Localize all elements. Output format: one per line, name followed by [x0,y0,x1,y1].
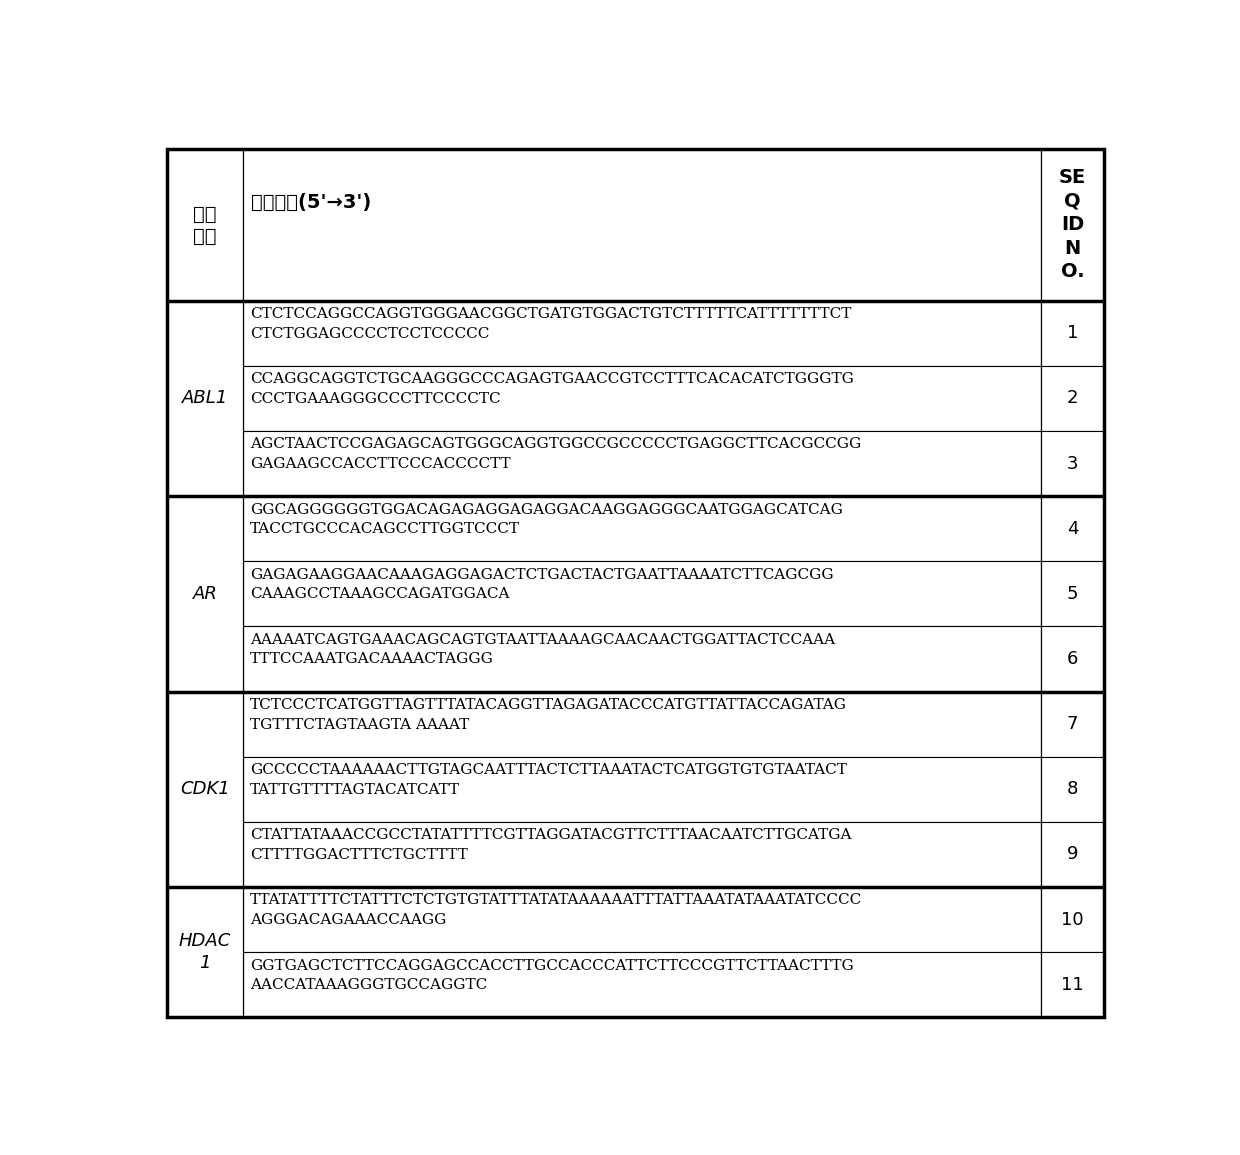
Text: 基因
名称: 基因 名称 [193,204,217,246]
Bar [243,757,1040,822]
Text: 3: 3 [1066,455,1079,472]
Bar [1040,149,1105,300]
Bar [243,887,1040,952]
Text: HDAC
1: HDAC 1 [179,932,231,973]
Bar [243,561,1040,626]
Text: AR: AR [192,584,217,603]
Bar [243,692,1040,757]
Bar [166,887,243,1018]
Text: GAGAGAAGGAACAAAGAGGAGACTCTGACTACTGAATTAAAATCTTCAGCGG
CAAAGCCTAAAGCCAGATGGACA: GAGAGAAGGAACAAAGAGGAGACTCTGACTACTGAATTAA… [250,568,833,602]
Bar [243,300,1040,366]
Bar [243,431,1040,497]
Text: 5: 5 [1066,584,1079,603]
Bar [1040,822,1105,887]
Bar [243,149,1040,300]
Text: 1: 1 [1066,325,1079,342]
Bar [166,300,243,497]
Text: GGCAGGGGGGTGGACAGAGAGGAGAGGACAAGGAGGGCAATGGAGCATCAG
TACCTGCCCACAGCCTTGGTCCCT: GGCAGGGGGGTGGACAGAGAGGAGAGGACAAGGAGGGCAA… [250,502,843,536]
Bar [1040,887,1105,952]
Text: 6: 6 [1066,650,1079,668]
Bar [1040,497,1105,561]
Text: AAAAATCAGTGAAACAGCAGTGTAATTAAAAGCAACAACTGGATTACTCCAAA
TTTCCAAATGACAAAACTAGGG: AAAAATCAGTGAAACAGCAGTGTAATTAAAAGCAACAACT… [250,633,836,666]
Text: TTATATTTTCTATTTCTCTGTGTATTTATATAAAAAATTTATTAAATATAAATATCCCC
AGGGACAGAAACCAAGG: TTATATTTTCTATTTCTCTGTGTATTTATATAAAAAATTT… [250,894,862,927]
Text: GGTGAGCTCTTCCAGGAGCCACCTTGCCACCCATTCTTCCCGTTCTTAACTTTG
AACCATAAAGGGTGCCAGGTC: GGTGAGCTCTTCCAGGAGCCACCTTGCCACCCATTCTTCC… [250,959,854,992]
Bar [243,822,1040,887]
Text: 4: 4 [1066,520,1079,538]
Bar [243,626,1040,692]
Text: 7: 7 [1066,715,1079,733]
Text: CTCTCCAGGCCAGGTGGGAACGGCTGATGTGGACTGTCTTTTTCATTTTTTTCT
CTCTGGAGCCCCTCCTCCCCC: CTCTCCAGGCCAGGTGGGAACGGCTGATGTGGACTGTCTT… [250,307,852,341]
Bar [1040,626,1105,692]
Bar [1040,757,1105,822]
Bar [1040,431,1105,497]
Bar [243,497,1040,561]
Text: 10: 10 [1061,910,1084,929]
Text: 2: 2 [1066,389,1079,408]
Bar [166,692,243,887]
Bar [166,149,243,300]
Bar [1040,300,1105,366]
Text: 探针序列(5'→3'): 探针序列(5'→3') [252,193,372,211]
Bar [1040,952,1105,1018]
Text: TCTCCCTCATGGTTAGTTTATACAGGTTAGAGATACCCATGTTATTACCAGATAG
TGTTTCTAGTAAGTA AAAAT: TCTCCCTCATGGTTAGTTTATACAGGTTAGAGATACCCAT… [250,698,847,731]
Text: 11: 11 [1061,976,1084,993]
Bar [243,952,1040,1018]
Bar [1040,561,1105,626]
Bar [1040,692,1105,757]
Text: CDK1: CDK1 [180,781,229,798]
Bar [1040,366,1105,431]
Text: 9: 9 [1066,845,1079,864]
Text: AGCTAACTCCGAGAGCAGTGGGCAGGTGGCCGCCCCCTGAGGCTTCACGCCGG
GAGAAGCCACCTTCCCACCCCTT: AGCTAACTCCGAGAGCAGTGGGCAGGTGGCCGCCCCCTGA… [250,438,862,471]
Text: 8: 8 [1066,781,1079,798]
Text: GCCCCCTAAAAAACTTGTAGCAATTTACTCTTAAATACTCATGGTGTGTAATACT
TATTGTTTTAGTACATCATT: GCCCCCTAAAAAACTTGTAGCAATTTACTCTTAAATACTC… [250,763,847,797]
Bar [243,366,1040,431]
Text: CTATTATAAACCGCCTATATTTTCGTTAGGATACGTTCTTTAACAATCTTGCATGA
CTTTTGGACTTTCTGCTTTT: CTATTATAAACCGCCTATATTTTCGTTAGGATACGTTCTT… [250,828,852,862]
Bar [166,497,243,692]
Text: CCAGGCAGGTCTGCAAGGGCCCAGAGTGAACCGTCCTTTCACACATCTGGGTG
CCCTGAAAGGGCCCTTCCCCTC: CCAGGCAGGTCTGCAAGGGCCCAGAGTGAACCGTCCTTTC… [250,372,854,405]
Text: ABL1: ABL1 [182,389,228,408]
Text: SE
Q
ID
N
O.: SE Q ID N O. [1059,169,1086,282]
